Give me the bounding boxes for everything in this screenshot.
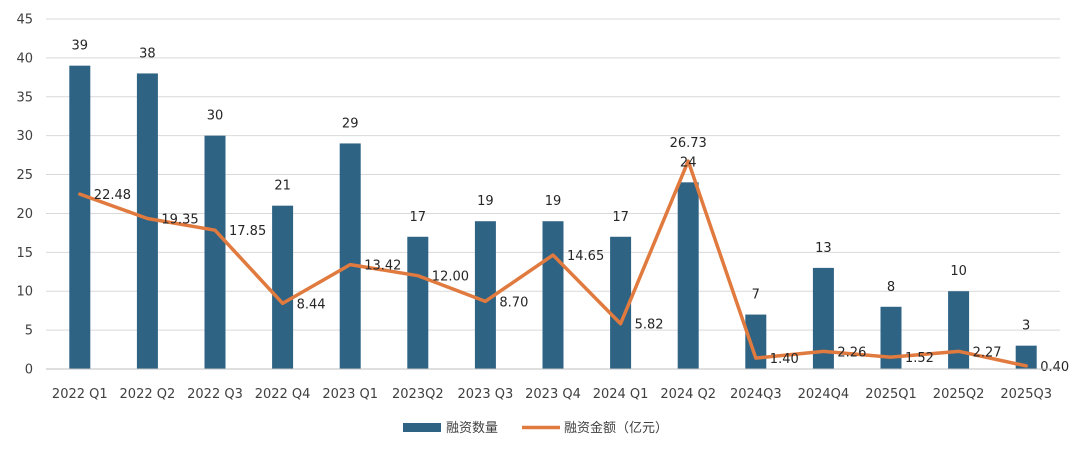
y-tick-label: 5 <box>25 324 33 339</box>
bar <box>812 267 834 369</box>
bar-data-label: 17 <box>612 210 629 225</box>
y-tick-label: 40 <box>16 51 33 66</box>
x-tick-label: 2025Q3 <box>1000 387 1052 402</box>
y-axis: 0 5 10 15 20 25 30 35 40 45 <box>16 13 33 378</box>
bar-data-label: 10 <box>950 264 967 279</box>
bar <box>407 236 429 369</box>
line-data-label: 22.48 <box>94 188 131 203</box>
line-data-label: 8.70 <box>499 295 528 310</box>
line-data-label: 2.26 <box>837 345 866 360</box>
x-tick-label: 2022 Q3 <box>187 387 243 402</box>
x-tick-label: 2022 Q1 <box>52 387 108 402</box>
bar <box>69 65 91 370</box>
bar-data-labels: 39 38 30 21 29 17 19 19 17 24 7 13 8 10 3 <box>72 39 1031 334</box>
line-data-label: 17.85 <box>229 224 266 239</box>
x-tick-label: 2024Q3 <box>730 387 782 402</box>
x-tick-label: 2022 Q2 <box>120 387 176 402</box>
bar-data-label: 17 <box>410 210 427 225</box>
bar <box>136 73 158 369</box>
bar-data-label: 7 <box>752 288 760 303</box>
bar-data-label: 29 <box>342 116 359 131</box>
bar <box>677 182 699 369</box>
bar-data-label: 30 <box>207 109 224 124</box>
y-tick-label: 15 <box>16 246 33 261</box>
bar <box>745 314 767 369</box>
bar-data-label: 13 <box>815 241 832 256</box>
line-data-labels: 22.48 19.35 17.85 8.44 13.42 12.00 8.70 14.65 5.… <box>94 136 1069 375</box>
legend-label-bar: 融资数量 <box>446 421 498 436</box>
y-tick-label: 35 <box>16 90 33 105</box>
line-data-label: 19.35 <box>161 213 198 228</box>
y-tick-label: 10 <box>16 285 33 300</box>
bar-data-label: 19 <box>545 194 562 209</box>
line-data-label: 1.40 <box>770 352 799 367</box>
legend-label-line: 融资金额（亿元） <box>564 420 668 436</box>
bar <box>610 236 632 369</box>
bar-data-label: 24 <box>680 155 697 170</box>
bar <box>948 291 970 369</box>
line-data-label: 26.73 <box>670 136 707 151</box>
line-data-label: 12.00 <box>432 270 469 285</box>
bar <box>474 221 496 369</box>
bar <box>272 205 294 369</box>
x-tick-label: 2024 Q1 <box>593 387 649 402</box>
x-tick-label: 2022 Q4 <box>255 387 311 402</box>
x-tick-label: 2023Q2 <box>392 387 444 402</box>
y-tick-label: 45 <box>16 13 33 28</box>
bar <box>204 135 226 369</box>
x-tick-label: 2023 Q4 <box>525 387 581 402</box>
x-tick-label: 2023 Q1 <box>322 387 378 402</box>
bar-data-label: 21 <box>274 179 291 194</box>
bar-data-label: 8 <box>887 280 895 295</box>
line-path <box>78 159 1028 368</box>
x-tick-label: 2025Q2 <box>933 387 985 402</box>
line-data-label: 0.40 <box>1040 360 1069 375</box>
legend-swatch-bar <box>403 423 441 432</box>
line-data-label: 8.44 <box>297 297 326 312</box>
legend: 融资数量 融资金额（亿元） <box>403 420 668 436</box>
line-data-label: 2.27 <box>973 345 1002 360</box>
bar <box>880 306 902 369</box>
bar-data-label: 39 <box>72 39 89 54</box>
bar-data-label: 19 <box>477 194 494 209</box>
line-data-label: 13.42 <box>364 259 401 274</box>
bar <box>542 221 564 369</box>
line-data-label: 14.65 <box>567 249 604 264</box>
bar <box>339 143 361 369</box>
x-tick-label: 2024 Q2 <box>660 387 716 402</box>
x-axis: 2022 Q1 2022 Q2 2022 Q3 2022 Q4 2023 Q1 2023Q… <box>46 368 1060 402</box>
y-tick-label: 30 <box>16 129 33 144</box>
line-series <box>78 159 1028 368</box>
y-tick-label: 0 <box>25 363 33 378</box>
x-tick-label: 2023 Q3 <box>458 387 514 402</box>
line-data-label: 5.82 <box>635 318 664 333</box>
bar-data-label: 3 <box>1022 319 1030 334</box>
bar-series <box>69 65 1037 370</box>
bar-data-label: 38 <box>139 46 156 61</box>
line-data-label: 1.52 <box>905 351 934 366</box>
y-tick-label: 20 <box>16 207 33 222</box>
x-tick-label: 2025Q1 <box>865 387 917 402</box>
x-tick-label: 2024Q4 <box>798 387 850 402</box>
y-tick-label: 25 <box>16 168 33 183</box>
